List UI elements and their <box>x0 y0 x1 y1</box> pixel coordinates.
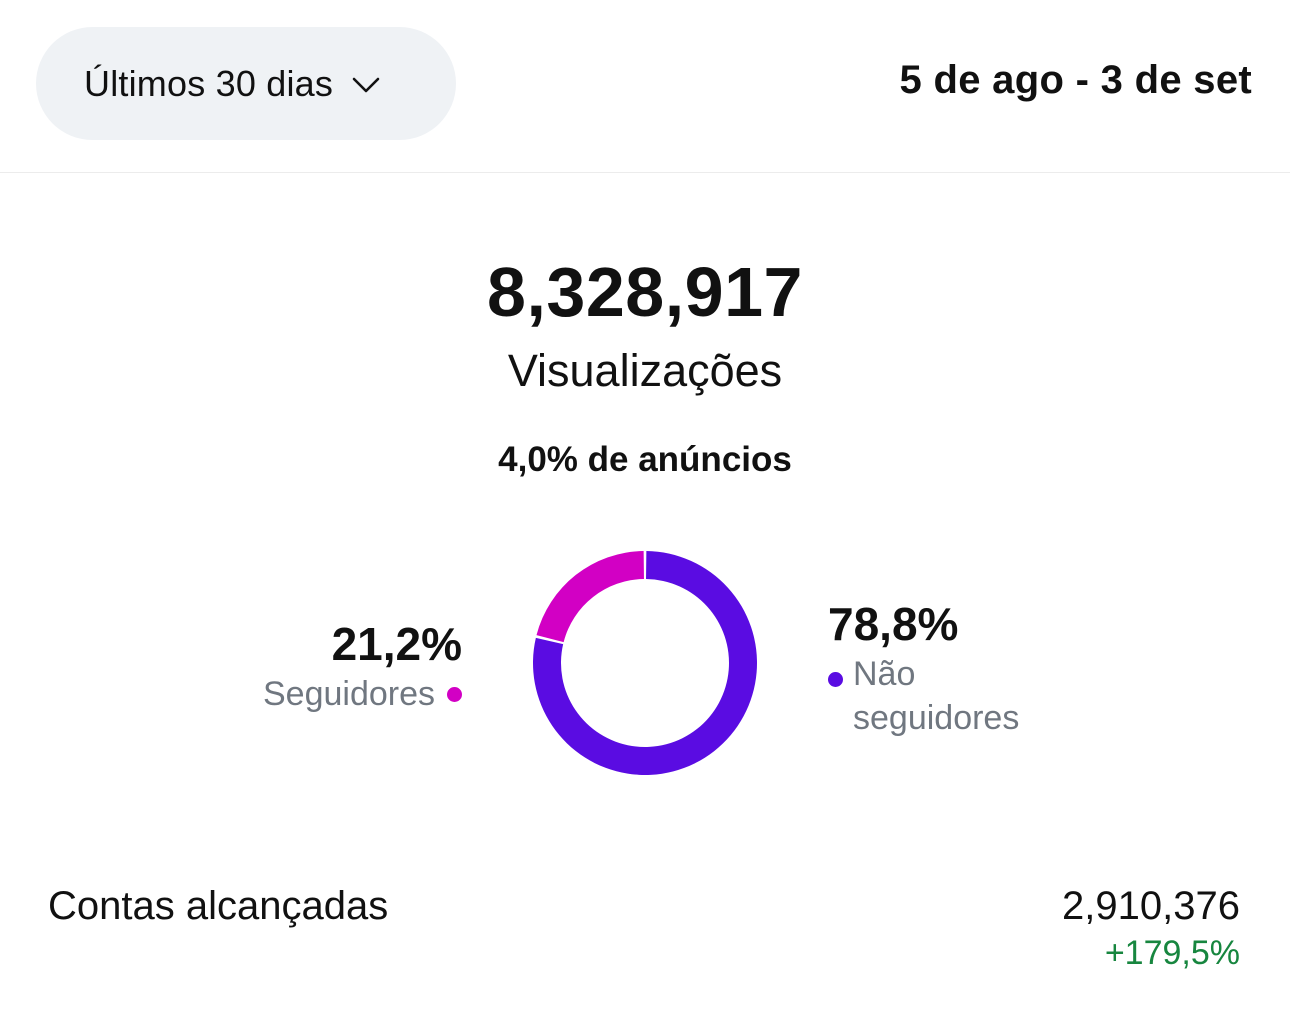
date-range-dropdown[interactable]: Últimos 30 dias <box>36 27 456 140</box>
legend-non-followers: 78,8% Não seguidores <box>828 596 1073 740</box>
accounts-reached-row[interactable]: Contas alcançadas 2,910,376 +179,5% <box>48 880 1240 980</box>
followers-label: Seguidores <box>262 675 435 713</box>
ads-share-note: 4,0% de anúncios <box>498 440 792 479</box>
accounts-reached-value: 2,910,376 <box>1062 884 1240 928</box>
legend-followers: 21,2% Seguidores <box>263 616 462 716</box>
views-total: 8,328,917 <box>487 253 803 331</box>
date-range-dropdown-label: Últimos 30 dias <box>84 62 334 104</box>
audience-donut-chart <box>533 551 757 775</box>
date-range-text: 5 de ago - 3 de set <box>899 58 1252 102</box>
non-followers-percent: 78,8% <box>828 598 959 650</box>
non-followers-legend-row: Não seguidores <box>828 652 1073 740</box>
chevron-down-icon <box>352 77 380 92</box>
followers-dot-icon <box>447 686 462 702</box>
views-label: Visualizações <box>507 345 783 396</box>
non-followers-label: Não seguidores <box>853 655 1020 737</box>
accounts-reached-change: +179,5% <box>1104 934 1240 972</box>
followers-percent: 21,2% <box>331 618 462 670</box>
followers-legend-row: Seguidores <box>263 672 462 716</box>
donut-slice-followers <box>536 551 644 643</box>
header: Últimos 30 dias 5 de ago - 3 de set <box>0 0 1290 173</box>
accounts-reached-label: Contas alcançadas <box>48 884 389 928</box>
non-followers-dot-icon <box>828 672 843 687</box>
